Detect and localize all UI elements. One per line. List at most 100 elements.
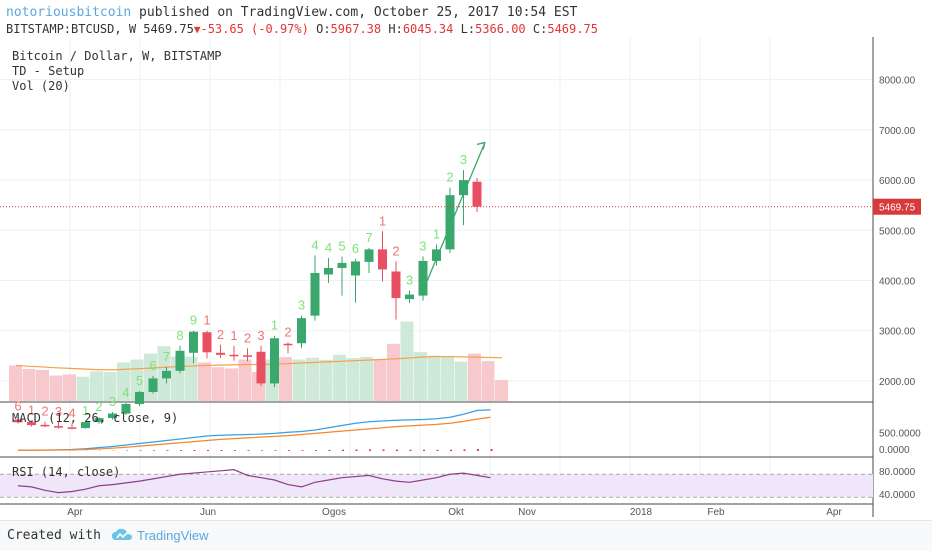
volume-bar [50, 376, 63, 401]
symbol-info: BITSTAMP:BTCUSD, W 5469.75▼-53.65 (-0.97… [6, 22, 598, 36]
legend-rsi: RSI (14, close) [12, 465, 120, 479]
volume-bar [225, 368, 238, 401]
volume-bar [320, 360, 333, 401]
macd-histogram-bar [342, 450, 344, 451]
td-setup-label: 2 [217, 327, 224, 342]
td-setup-label: 4 [311, 237, 318, 252]
td-setup-label: 7 [163, 349, 170, 364]
rsi-tick-label: 40.0000 [879, 490, 916, 501]
axes: 2000.003000.004000.005000.006000.007000.… [67, 76, 921, 518]
time-tick-label: Nov [518, 507, 536, 518]
candle-body [162, 371, 171, 379]
high-label: H: [388, 22, 402, 36]
td-setup-label: 4 [325, 240, 332, 255]
price-tick-label: 8000.00 [879, 76, 916, 87]
candle-body [338, 263, 347, 268]
candle-body [176, 351, 185, 371]
candle-body [243, 355, 252, 357]
tradingview-logo-icon[interactable] [110, 526, 134, 544]
macd-histogram-bar [410, 450, 412, 451]
open-label: O: [316, 22, 330, 36]
volume-bar [455, 362, 468, 401]
publish-info: notoriousbitcoin published on TradingVie… [6, 5, 577, 20]
time-tick-label: Apr [67, 507, 83, 518]
volume-bar [90, 371, 103, 401]
volume-bar [441, 356, 454, 401]
macd-histogram-bar [167, 450, 169, 451]
price-tick-label: 7000.00 [879, 126, 916, 137]
rsi-tick-label: 80.0000 [879, 467, 916, 478]
td-setup-label: 5 [338, 238, 345, 253]
td-setup-label: 3 [257, 328, 264, 343]
macd-histogram-bar [383, 450, 385, 452]
candle-body [68, 427, 77, 429]
macd-histogram-bar [275, 450, 277, 451]
macd-histogram-bar [450, 450, 452, 451]
td-setup-label: 1 [230, 328, 237, 343]
td-setup-label: 1 [271, 318, 278, 333]
price-tick-label: 4000.00 [879, 277, 916, 288]
low-label: L: [461, 22, 475, 36]
td-setup-label: 3 [109, 394, 116, 409]
candle-body [135, 392, 144, 404]
volume-bar [36, 370, 49, 401]
legend-td: TD - Setup [12, 64, 84, 78]
td-setup-label: 1 [203, 313, 210, 328]
volume-bar [306, 358, 319, 401]
td-setup-label: 2 [244, 330, 251, 345]
candle-body [324, 268, 333, 275]
volume-bar [212, 367, 225, 401]
candle-body [284, 344, 293, 346]
volume-bar [360, 357, 373, 401]
symbol-text: BITSTAMP:BTCUSD, W [6, 22, 136, 36]
time-tick-label: Okt [448, 507, 464, 518]
macd-histogram-bar [302, 450, 304, 451]
candle-body [297, 318, 306, 343]
time-tick-label: Jun [200, 507, 216, 518]
legend-vol: Vol (20) [12, 79, 70, 93]
macd-histogram-bar [207, 450, 209, 451]
td-setup-label: 4 [122, 385, 129, 400]
candle-body [311, 273, 320, 316]
volume-bar [468, 354, 481, 401]
macd-histogram-bar [356, 450, 358, 452]
td-setup-label: 2 [284, 324, 291, 339]
volume-bar [23, 369, 36, 401]
volume-bar [495, 380, 508, 401]
candle-body [378, 249, 387, 269]
author-link[interactable]: notoriousbitcoin [6, 5, 131, 20]
last-price-label: 5469.75 [879, 203, 916, 214]
volume-bar [374, 360, 387, 401]
volume-bar [198, 362, 211, 401]
candle-body [216, 353, 225, 355]
macd-histogram-bar [261, 450, 263, 451]
open-value: 5967.38 [331, 22, 382, 36]
close-label: C: [533, 22, 547, 36]
candle-body [189, 332, 198, 353]
td-setup-label: 3 [460, 152, 467, 167]
macd-histogram-bar [329, 450, 331, 451]
volume-bar [239, 360, 252, 401]
candle-body [230, 355, 239, 357]
td-setup-label: 2 [446, 170, 453, 185]
candle-body [473, 182, 482, 207]
low-value: 5366.00 [475, 22, 526, 36]
macd-tick-label: 500.0000 [879, 428, 921, 439]
td-setup-label: 3 [419, 238, 426, 253]
macd-histogram-bar [423, 450, 425, 451]
volume-bar [185, 357, 198, 401]
volume-bar [428, 356, 441, 401]
price-text: 5469.75 [143, 22, 194, 36]
td-setup-label: 3 [298, 298, 305, 313]
overlay [0, 142, 873, 295]
td-setup-label: 6 [149, 358, 156, 373]
rsi-pane [0, 470, 873, 498]
volume-bar [482, 361, 495, 401]
tradingview-link[interactable]: TradingView [137, 528, 209, 543]
macd-histogram-bar [396, 450, 398, 451]
candle-body [54, 426, 63, 428]
volume-bar [63, 374, 76, 401]
price-tick-label: 2000.00 [879, 377, 916, 388]
price-tick-label: 6000.00 [879, 176, 916, 187]
